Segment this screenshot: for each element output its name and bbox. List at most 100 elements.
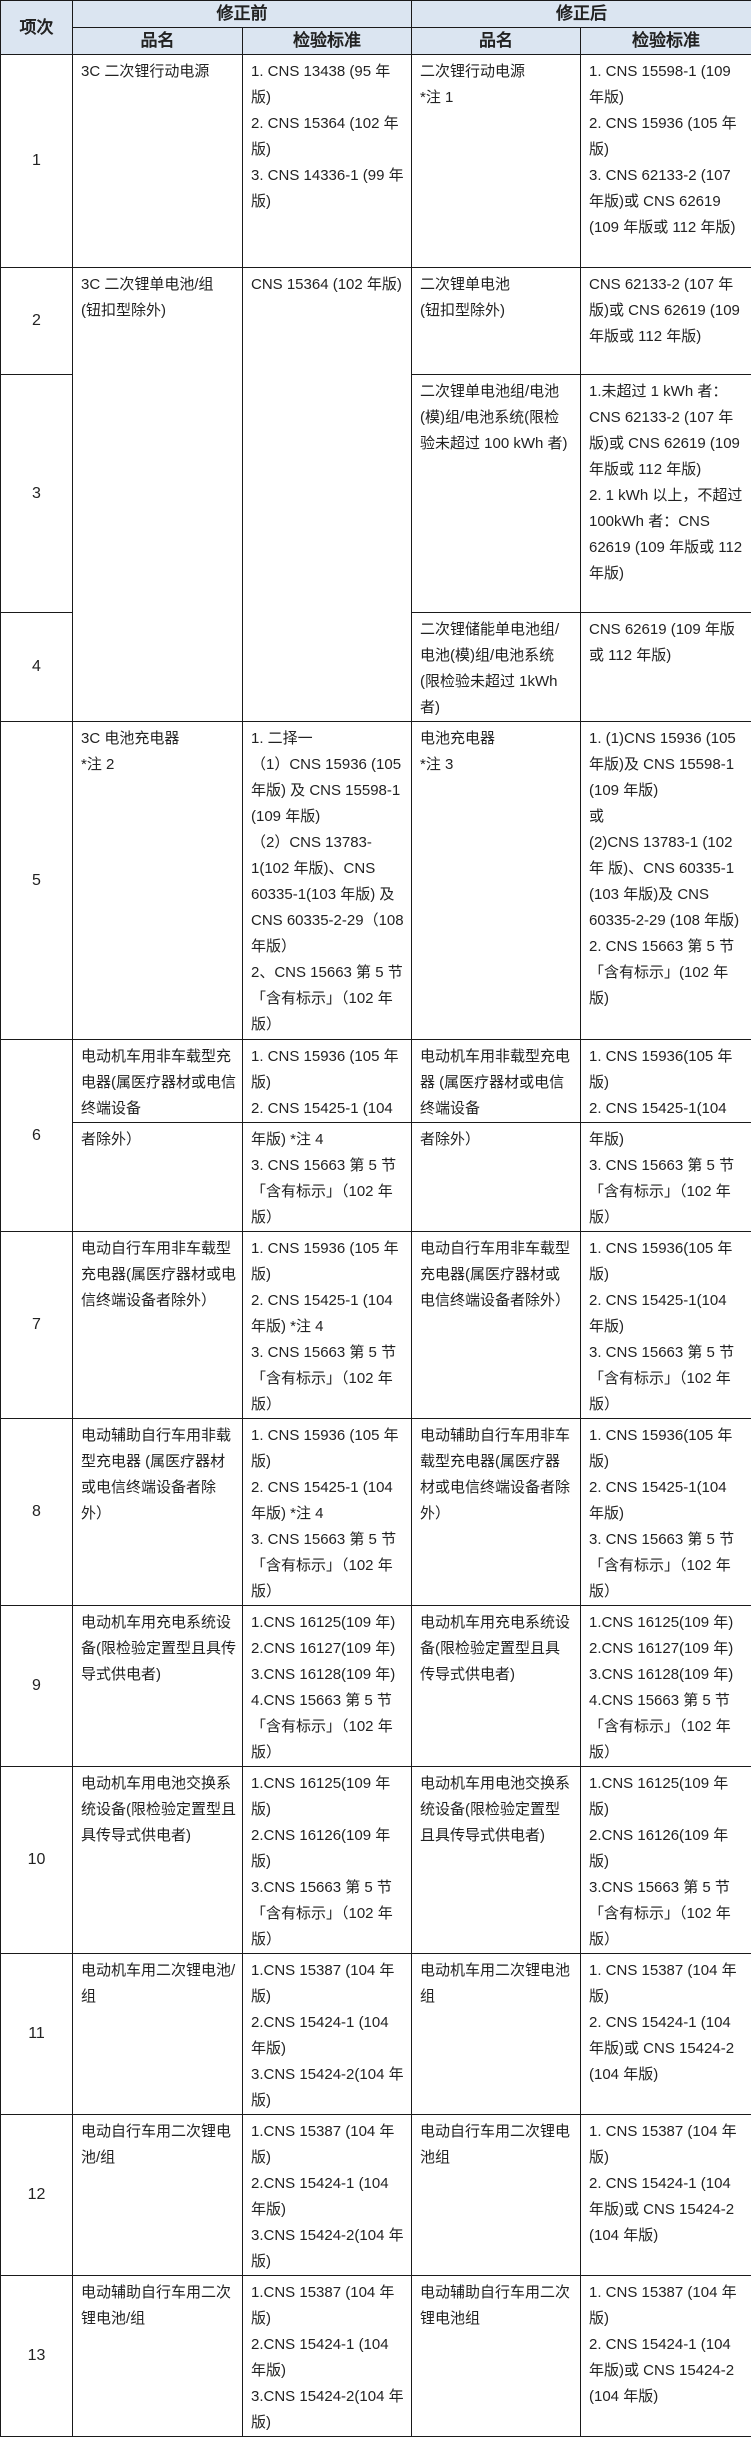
header-after: 修正后 xyxy=(412,1,751,28)
before-std-cell: 1.CNS 15387 (104 年版)2.CNS 15424-1 (104 年… xyxy=(243,2115,412,2276)
before-std-cell: 1.CNS 16125(109 年版)2.CNS 16126(109 年版)3.… xyxy=(243,1767,412,1954)
cell-paragraph: 1. CNS 15387 (104 年版) xyxy=(589,1958,745,2010)
cell-paragraph: 电动机车用充电系统设备(限检验定置型且具传导式供电者) xyxy=(81,1610,236,1688)
before-std-cell: 1. 二择一（1）CNS 15936 (105 年版) 及 CNS 15598-… xyxy=(243,722,412,1040)
cell-paragraph: 二次锂储能单电池组/电池(模)组/电池系统(限检验未超过 1kWh 者) xyxy=(420,617,574,721)
cell-paragraph: CNS 15364 (102 年版) xyxy=(251,272,405,298)
before-std-cell: CNS 15364 (102 年版) xyxy=(243,268,412,722)
before-name-cell: 3C 电池充电器*注 2 xyxy=(73,722,243,1040)
cell-paragraph: 3C 二次锂行动电源 xyxy=(81,59,236,85)
cell-paragraph: 3. CNS 15663 第 5 节「含有标示」（102 年版） xyxy=(251,1153,405,1231)
item-number-cell: 1 xyxy=(1,55,73,268)
before-std-cell: 1.CNS 16125(109 年)2.CNS 16127(109 年)3.CN… xyxy=(243,1606,412,1767)
cell-paragraph: 电动辅助自行车用二次锂电池/组 xyxy=(81,2280,236,2332)
after-std-cell: 1. CNS 15387 (104 年版)2. CNS 15424-1 (104… xyxy=(581,1954,751,2115)
cell-paragraph: 2. CNS 15425-1 (104 年版) *注 4 xyxy=(251,1475,405,1527)
cell-paragraph: 1. CNS 15936 (105 年版) xyxy=(251,1423,405,1475)
cell-paragraph: 电动机车用二次锂电池组 xyxy=(420,1958,574,2010)
cell-paragraph: 者除外） xyxy=(420,1127,574,1153)
cell-paragraph: 1.CNS 15387 (104 年版) xyxy=(251,2280,405,2332)
cell-paragraph: 2. CNS 15425-1(104 年版) xyxy=(589,1475,745,1527)
item-number-cell: 11 xyxy=(1,1954,73,2115)
cell-paragraph: 2.CNS 15424-1 (104 年版) xyxy=(251,2171,405,2223)
cell-paragraph: 1.CNS 16125(109 年版) xyxy=(251,1771,405,1823)
cell-paragraph: 年版) *注 4 xyxy=(251,1127,405,1153)
cell-paragraph: 电动自行车用非车载型充电器(属医疗器材或电信终端设备者除外） xyxy=(81,1236,236,1314)
cell-paragraph: 3.CNS 15424-2(104 年版) xyxy=(251,2223,405,2275)
cell-paragraph: 1. (1)CNS 15936 (105 年版)及 CNS 15598-1 (1… xyxy=(589,726,745,804)
before-name-cell: 3C 二次锂行动电源 xyxy=(73,55,243,268)
cell-paragraph: *注 1 xyxy=(420,85,574,111)
after-name-cell: 电动辅助自行车用非车载型充电器(属医疗器材或电信终端设备者除外） xyxy=(412,1419,581,1606)
cell-paragraph: CNS 62133-2 (107 年版)或 CNS 62619 (109 年版或… xyxy=(589,272,745,350)
after-std-cell: 1.CNS 16125(109 年版)2.CNS 16126(109 年版)3.… xyxy=(581,1767,751,1954)
after-name-cell: 电动自行车用非车载型充电器(属医疗器材或电信终端设备者除外） xyxy=(412,1232,581,1419)
cell-paragraph: 3.CNS 16128(109 年) xyxy=(251,1662,405,1688)
cell-paragraph: 电动机车用充电系统设备(限检验定置型且具传导式供电者) xyxy=(420,1610,574,1688)
cell-paragraph: 电动机车用非车载型充电器(属医疗器材或电信终端设备 xyxy=(81,1044,236,1122)
cell-paragraph: 2.CNS 16127(109 年) xyxy=(589,1636,745,1662)
cell-paragraph: 1. CNS 15387 (104 年版) xyxy=(589,2280,745,2332)
before-std-cell: 1. CNS 15936 (105 年版)2. CNS 15425-1 (104… xyxy=(243,1419,412,1606)
cell-paragraph: 1.未超过 1 kWh 者：CNS 62133-2 (107 年版)或 CNS … xyxy=(589,379,745,483)
item-number-cell: 6 xyxy=(1,1040,73,1232)
before-name-cell: 3C 二次锂单电池/组 (钮扣型除外) xyxy=(73,268,243,722)
before-std-cell: 1. CNS 13438 (95 年版)2. CNS 15364 (102 年版… xyxy=(243,55,412,268)
cell-paragraph: 2.CNS 16126(109 年版) xyxy=(589,1823,745,1875)
cell-paragraph: 2、CNS 15663 第 5 节「含有标示」（102 年版） xyxy=(251,960,405,1038)
before-name-cell: 电动机车用非车载型充电器(属医疗器材或电信终端设备 xyxy=(73,1040,243,1123)
before-name-cell: 者除外） xyxy=(73,1123,243,1232)
cell-paragraph: 电动辅助自行车用非载型充电器 (属医疗器材或电信终端设备者除外） xyxy=(81,1423,236,1527)
cell-paragraph: 1.CNS 16125(109 年) xyxy=(589,1610,745,1636)
cell-paragraph: 4.CNS 15663 第 5 节「含有标示」（102 年版） xyxy=(589,1688,745,1766)
cell-paragraph: 3.CNS 16128(109 年) xyxy=(589,1662,745,1688)
header-after-standard: 检验标准 xyxy=(581,28,751,55)
cell-paragraph: 1. CNS 15387 (104 年版) xyxy=(589,2119,745,2171)
before-name-cell: 电动自行车用二次锂电池/组 xyxy=(73,2115,243,2276)
cell-paragraph: 3. CNS 15663 第 5 节「含有标示」（102 年版） xyxy=(589,1340,745,1418)
after-name-cell: 者除外） xyxy=(412,1123,581,1232)
before-name-cell: 电动自行车用非车载型充电器(属医疗器材或电信终端设备者除外） xyxy=(73,1232,243,1419)
cell-paragraph: 1. CNS 15936 (105 年版) xyxy=(251,1044,405,1096)
after-name-cell: 电动自行车用二次锂电池组 xyxy=(412,2115,581,2276)
cell-paragraph: 2. CNS 15424-1 (104 年版)或 CNS 15424-2 (10… xyxy=(589,2171,745,2249)
cell-paragraph: 电动机车用非载型充电器 (属医疗器材或电信终端设备 xyxy=(420,1044,574,1122)
after-name-cell: 电动机车用电池交换系统设备(限检验定置型且具传导式供电者) xyxy=(412,1767,581,1954)
cell-paragraph: 1.CNS 15387 (104 年版) xyxy=(251,2119,405,2171)
cell-paragraph: 电动辅助自行车用非车载型充电器(属医疗器材或电信终端设备者除外） xyxy=(420,1423,574,1527)
cell-paragraph: 2.CNS 15424-1 (104 年版) xyxy=(251,2010,405,2062)
cell-paragraph: 电动机车用二次锂电池/组 xyxy=(81,1958,236,2010)
before-name-cell: 电动辅助自行车用非载型充电器 (属医疗器材或电信终端设备者除外） xyxy=(73,1419,243,1606)
item-number-cell: 9 xyxy=(1,1606,73,1767)
cell-paragraph: CNS 62619 (109 年版或 112 年版) xyxy=(589,617,745,669)
after-name-cell: 二次锂行动电源*注 1 xyxy=(412,55,581,268)
before-std-cell: 1.CNS 15387 (104 年版)2.CNS 15424-1 (104 年… xyxy=(243,2276,412,2437)
cell-paragraph: 3.CNS 15424-2(104 年版) xyxy=(251,2384,405,2436)
cell-paragraph: 电池充电器 xyxy=(420,726,574,752)
cell-paragraph: 电动自行车用非车载型充电器(属医疗器材或电信终端设备者除外） xyxy=(420,1236,574,1314)
header-before-name: 品名 xyxy=(73,28,243,55)
item-number-cell: 7 xyxy=(1,1232,73,1419)
cell-paragraph: 2. CNS 15424-1 (104 年版)或 CNS 15424-2 (10… xyxy=(589,2010,745,2088)
after-std-cell: CNS 62133-2 (107 年版)或 CNS 62619 (109 年版或… xyxy=(581,268,751,375)
cell-paragraph: 2. CNS 15425-1 (104 xyxy=(251,1096,405,1122)
cell-paragraph: 电动机车用电池交换系统设备(限检验定置型且具传导式供电者) xyxy=(81,1771,236,1849)
after-std-cell: 1. CNS 15387 (104 年版)2. CNS 15424-1 (104… xyxy=(581,2276,751,2437)
cell-paragraph: 1. CNS 13438 (95 年版) xyxy=(251,59,405,111)
cell-paragraph: (钮扣型除外) xyxy=(420,298,574,324)
header-after-name: 品名 xyxy=(412,28,581,55)
cell-paragraph: 电动自行车用二次锂电池组 xyxy=(420,2119,574,2171)
after-std-cell: 1.CNS 16125(109 年)2.CNS 16127(109 年)3.CN… xyxy=(581,1606,751,1767)
cell-paragraph: 1. CNS 15598-1 (109 年版) xyxy=(589,59,745,111)
cell-paragraph: *注 2 xyxy=(81,752,236,778)
cell-paragraph: 二次锂单电池 xyxy=(420,272,574,298)
cell-paragraph: 1.CNS 16125(109 年) xyxy=(251,1610,405,1636)
cell-paragraph: 二次锂单电池组/电池(模)组/电池系统(限检验未超过 100 kWh 者) xyxy=(420,379,574,457)
after-name-cell: 电动机车用非载型充电器 (属医疗器材或电信终端设备 xyxy=(412,1040,581,1123)
